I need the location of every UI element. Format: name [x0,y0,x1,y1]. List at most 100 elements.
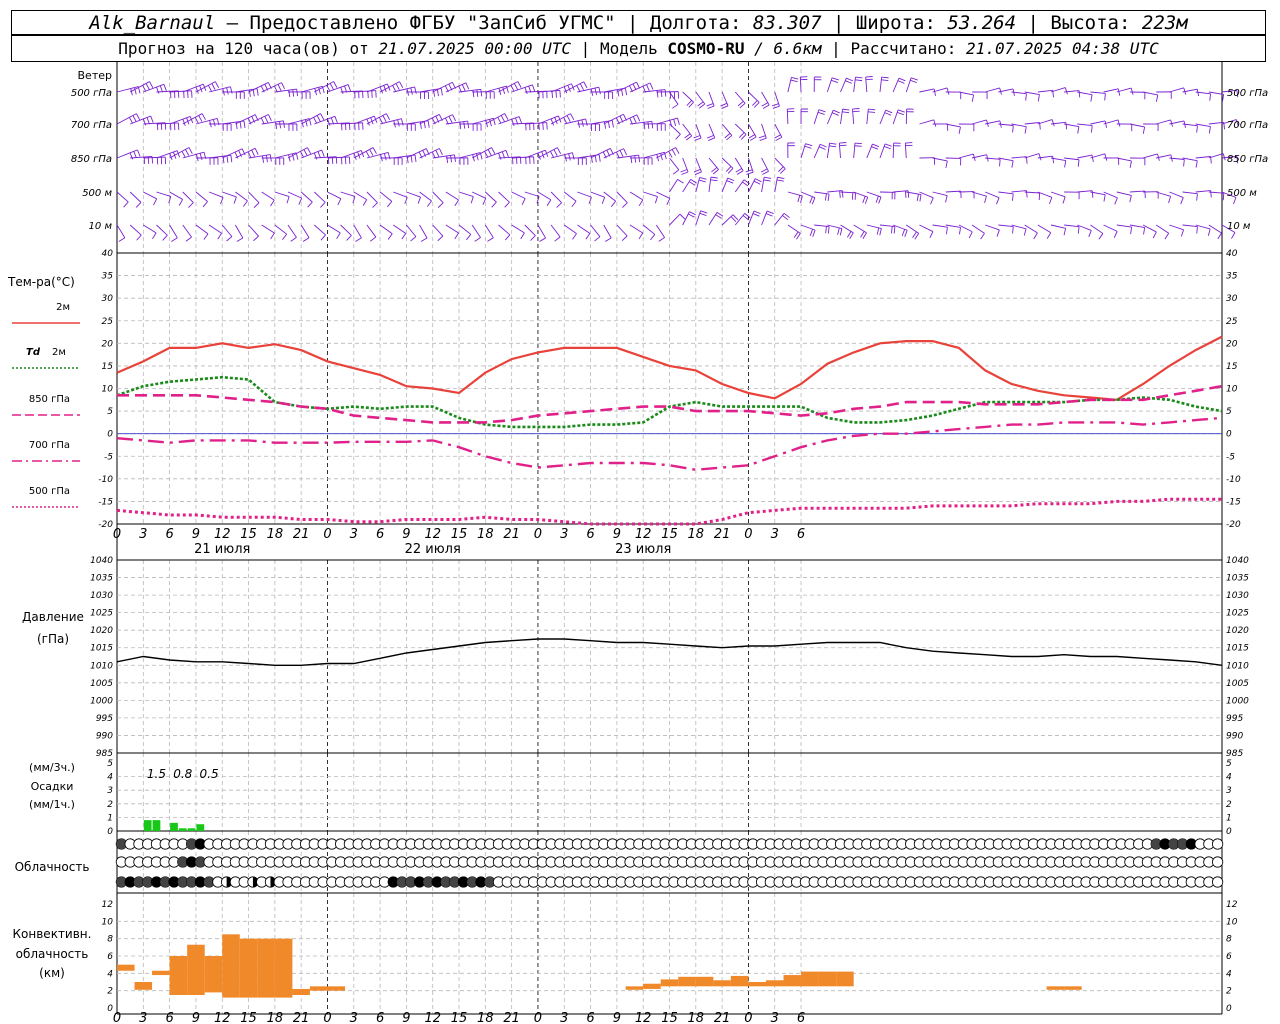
precip-bars-layer [143,820,205,831]
y-tick-right: 12 [1226,900,1238,910]
wind-barb-flag [275,121,278,129]
wind-barb-flag [636,114,641,122]
wind-barbs-layer [116,76,1239,242]
wind-barb-staff [1090,191,1106,196]
hour-label: 6 [586,527,594,542]
wind-barb-flag [945,160,948,168]
wind-barb-flag [135,202,142,208]
wind-barb-staff [498,81,519,93]
hour-label: 6 [165,1011,173,1024]
wind-barb-staff [498,191,510,203]
wind-barb-staff [550,191,562,203]
wind-barb-flag [884,112,892,116]
wind-barb-staff [485,191,497,203]
wind-barb-flag [619,150,624,157]
wind-barb-flag [326,85,331,92]
wind-barb-staff [1142,224,1157,233]
wind-barb-flag [630,156,633,164]
wind-barb-staff [761,123,767,139]
wind-barb-staff [866,143,873,159]
wind-barb-flag [699,212,707,217]
wind-barb-flag [134,87,137,95]
wind-barb-flag [1222,94,1225,102]
wind-barb-staff [287,118,310,125]
wind-barb-flag [643,122,646,130]
conv-bar [1046,986,1065,990]
wind-barb-staff [314,156,337,159]
wind-barb-flag [796,233,801,240]
wind-barb-staff [853,224,867,234]
wind-barb-flag [984,196,987,203]
wind-barb-flag [846,231,852,238]
wind-barb-staff [485,85,507,93]
wind-barb-flag [732,214,739,221]
wind-barb-flag [1183,159,1185,167]
wind-barb-flag [762,104,770,109]
wind-barb-flag [839,142,847,144]
y-tick-right: 1000 [1226,696,1249,706]
wind-barb-flag [775,136,783,141]
wind-barb-flag [846,77,853,82]
wind-barb-staff [985,224,1000,231]
wind-barb-flag [570,113,575,121]
wind-barb-flag [1048,197,1053,205]
wind-barb-flag [549,151,555,158]
wind-barb-staff [1050,157,1066,161]
wind-barb-flag [254,148,259,155]
wind-barb-staff [1182,191,1198,195]
wind-barb-staff [563,191,577,202]
wind-barb-flag [176,150,180,158]
wind-barb-staff [471,224,481,238]
wind-barb-flag [188,147,193,154]
y-tick-left: 1005 [90,679,113,689]
wind-barb-staff [195,191,208,202]
cloud-fill [142,876,153,888]
wind-barb-flag [288,154,291,162]
hour-label: 9 [192,527,200,542]
wind-barb-staff [1221,224,1236,233]
wind-barb-staff [129,115,151,125]
wind-barb-flag [845,80,852,84]
wind-barb-flag [233,196,237,204]
legend-label: 2м [56,302,70,313]
wind-barb-flag [1222,153,1226,161]
wind-barb-flag [1064,160,1067,168]
wind-barb-staff [1050,87,1066,93]
wind-level-left: 10 м [89,221,113,232]
wind-barb-staff [1169,191,1184,199]
conv-bar [327,986,346,991]
wind-barb-staff [143,83,165,93]
wind-barb-flag [554,117,558,125]
wind-barb-staff [985,120,1000,125]
wind-barb-flag [622,202,628,208]
wind-barb-flag [958,126,961,134]
wind-barb-flag [320,202,326,208]
wind-barb-staff [130,156,153,159]
y-tick-left: 0 [107,827,113,837]
wind-barb-flag [472,154,475,162]
wind-barb-staff [1169,224,1184,231]
wind-barb-flag [286,196,290,204]
precip-bar [196,824,205,831]
precip-total: 0.5 [200,767,219,781]
wind-barb-flag [440,88,443,96]
wind-barb-staff [1064,123,1079,128]
wind-barb-flag [1091,155,1094,163]
wind-barb-flag [1217,232,1222,240]
wind-barb-flag [689,211,696,216]
hour-label: 21 [714,527,731,542]
y-tick-left: 3 [107,786,113,796]
wind-barb-staff [985,157,1001,160]
wind-barb-flag [971,94,975,102]
wind-barb-flag [318,87,321,95]
y-tick-right: 1020 [1226,626,1249,636]
wind-barb-flag [693,168,701,173]
wind-barb-flag [484,151,489,158]
wind-barb-flag [352,196,356,204]
wind-barb-flag [1011,193,1014,201]
wind-barb-flag [839,144,847,147]
wind-barb-flag [334,116,338,124]
wind-barb-staff [129,191,142,203]
lon-label: Долгота: [649,12,742,34]
